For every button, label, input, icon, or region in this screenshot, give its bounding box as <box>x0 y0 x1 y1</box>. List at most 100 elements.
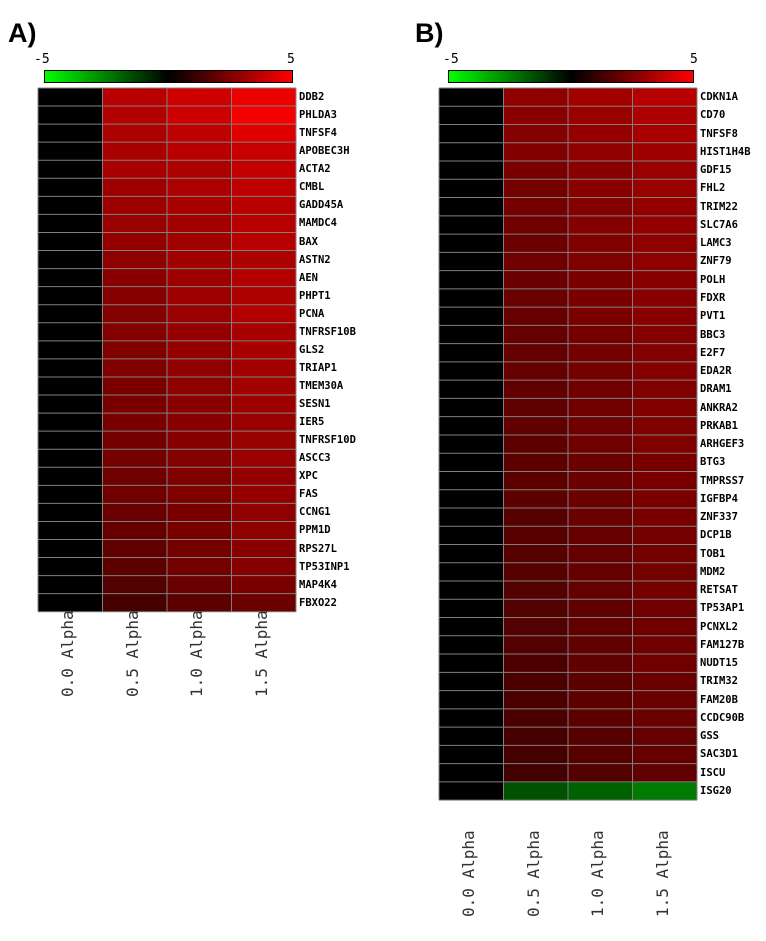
panel-b-gene-label-ankra2: ANKRA2 <box>700 401 738 414</box>
panel-b-cell-btg3-col0 <box>439 453 504 472</box>
panel-b-gene-label-hist1h4b: HIST1H4B <box>700 145 751 158</box>
panel-a-cell-bax-col2 <box>167 232 232 251</box>
panel-b-cell-gdf15-col3 <box>632 161 697 180</box>
panel-a-cell-tnfrsf10d-col1 <box>102 431 167 450</box>
panel-a-gene-label-tp53inp1: TP53INP1 <box>299 560 350 573</box>
panel-b-cell-arhgef3-col2 <box>568 434 633 454</box>
panel-a-gene-label-gls2: GLS2 <box>299 343 325 356</box>
panel-a-cell-pcna-col3 <box>231 304 296 323</box>
panel-b-cell-pvt1-col3 <box>632 307 697 326</box>
panel-a-gene-label-gadd45a: GADD45A <box>299 199 344 212</box>
panel-b-column-label-0: 0.0 Alpha <box>459 830 479 917</box>
panel-a-cell-astn2-col2 <box>167 250 232 269</box>
panel-b-cell-ankra2-col2 <box>568 398 633 417</box>
panel-a-gene-label-tnfsf4: TNFSF4 <box>299 127 337 140</box>
panel-b-gene-label-fdxr: FDXR <box>700 291 726 304</box>
panel-b-gene-label-fam127b: FAM127B <box>700 638 745 651</box>
panel-b-cell-mdm2-col2 <box>568 562 633 582</box>
panel-b-cell-prkab1-col0 <box>439 416 504 435</box>
panel-a-gene-label-tnfrsf10d: TNFRSF10D <box>299 434 356 447</box>
panel-a-cell-ascc3-col0 <box>38 449 103 468</box>
panel-a-cell-ddb2-col1 <box>102 88 167 107</box>
panel-b-cell-trim22-col2 <box>568 197 633 216</box>
panel-b-gene-label-lamc3: LAMC3 <box>700 237 732 250</box>
panel-a-cell-tnfrsf10b-col1 <box>102 322 167 341</box>
panel-b-gene-label-znf79: ZNF79 <box>700 255 732 268</box>
panel-b-cell-eda2r-col3 <box>632 361 697 381</box>
panel-a-cell-aen-col3 <box>231 268 296 287</box>
panel-b-cell-trim22-col3 <box>632 197 697 216</box>
panel-b-cell-dcp1b-col0 <box>439 526 504 545</box>
panel-b-cell-cdkn1a-col0 <box>439 88 504 107</box>
panel-b-cell-ankra2-col0 <box>439 398 504 417</box>
panel-a-cell-aen-col0 <box>38 268 103 287</box>
panel-b-gene-label-retsat: RETSAT <box>700 584 738 597</box>
panel-b-cell-cd70-col2 <box>568 106 633 125</box>
panel-a-cell-ccng1-col2 <box>167 503 232 522</box>
panel-b-cell-lamc3-col2 <box>568 234 633 253</box>
panel-b-cell-pcnxl2-col1 <box>503 617 568 636</box>
panel-b-cell-gss-col3 <box>632 727 697 746</box>
panel-b-cell-polh-col2 <box>568 270 633 289</box>
panel-a-cell-triap1-col2 <box>167 358 232 377</box>
panel-b-gene-label-polh: POLH <box>700 273 726 286</box>
panel-b-cell-slc7a6-col3 <box>632 215 697 235</box>
panel-b-gene-label-znf337: ZNF337 <box>700 511 738 524</box>
panel-b-cell-prkab1-col1 <box>503 416 568 435</box>
panel-b-cell-fdxr-col0 <box>439 288 504 308</box>
panel-b-cell-fhl2-col2 <box>568 179 633 198</box>
panel-a-cell-fbxo22-col2 <box>167 593 232 612</box>
panel-a-gene-label-ppm1d: PPM1D <box>299 524 331 537</box>
panel-b-gene-label-tnfsf8: TNFSF8 <box>700 127 738 140</box>
panel-b-cell-isg20-col3 <box>632 781 697 801</box>
panel-b-cell-iscu-col1 <box>503 763 568 782</box>
panel-a-column-label-3: 1.5 Alpha <box>251 610 271 697</box>
panel-b-cell-tp53ap1-col0 <box>439 599 504 618</box>
panel-a-cell-gls2-col2 <box>167 340 232 359</box>
panel-b-cell-cdkn1a-col2 <box>568 88 633 107</box>
panel-b-cell-mdm2-col1 <box>503 562 568 582</box>
panel-b-cell-znf337-col0 <box>439 507 504 527</box>
panel-b-gene-label-slc7a6: SLC7A6 <box>700 218 738 231</box>
panel-b-cell-isg20-col0 <box>439 781 504 801</box>
panel-a-cell-aen-col2 <box>167 268 232 287</box>
panel-b-colorbar <box>448 70 694 83</box>
panel-b-gene-label-tmprss7: TMPRSS7 <box>700 474 745 487</box>
panel-b-cell-tmprss7-col0 <box>439 471 504 490</box>
panel-b-cell-fam127b-col1 <box>503 635 568 655</box>
panel-b-cell-btg3-col2 <box>568 453 633 472</box>
panel-a-cell-phlda3-col0 <box>38 106 103 125</box>
panel-b-gene-label-dcp1b: DCP1B <box>700 529 732 542</box>
panel-a-cell-xpc-col1 <box>102 467 167 486</box>
panel-b-cell-pcnxl2-col0 <box>439 617 504 636</box>
panel-b-scale-max: 5 <box>690 52 698 67</box>
panel-a-gene-label-aen: AEN <box>299 271 318 284</box>
panel-b-cell-iscu-col2 <box>568 763 633 782</box>
panel-b-cell-fam127b-col3 <box>632 635 697 655</box>
panel-b-cell-tmprss7-col3 <box>632 471 697 490</box>
panel-a-cell-rps27l-col2 <box>167 539 232 558</box>
panel-b-cell-dcp1b-col2 <box>568 526 633 545</box>
panel-a-gene-label-rps27l: RPS27L <box>299 542 337 555</box>
panel-a-cell-ccng1-col3 <box>231 503 296 522</box>
panel-b-cell-hist1h4b-col1 <box>503 142 568 162</box>
panel-a-scale-max: 5 <box>287 52 295 67</box>
panel-b-cell-fam20b-col2 <box>568 690 633 709</box>
panel-b-column-label-2: 1.0 Alpha <box>588 830 608 917</box>
panel-a-gene-label-ccng1: CCNG1 <box>299 506 331 519</box>
panel-b-cell-cdkn1a-col1 <box>503 88 568 107</box>
panel-a-cell-tp53inp1-col0 <box>38 557 103 576</box>
panel-a-cell-tnfrsf10b-col3 <box>231 322 296 341</box>
panel-b-gene-label-iscu: ISCU <box>700 766 726 779</box>
panel-b-gene-label-cd70: CD70 <box>700 109 726 122</box>
panel-b-gene-label-gdf15: GDF15 <box>700 164 732 177</box>
panel-a-cell-apobec3h-col3 <box>231 142 296 161</box>
panel-a-cell-bax-col1 <box>102 232 167 251</box>
panel-a-cell-ppm1d-col3 <box>231 521 296 540</box>
panel-b-cell-isg20-col2 <box>568 781 633 801</box>
panel-b-cell-e2f7-col3 <box>632 343 697 362</box>
panel-b-cell-iscu-col0 <box>439 763 504 782</box>
panel-a-cell-ier5-col3 <box>231 413 296 432</box>
panel-b-cell-hist1h4b-col3 <box>632 142 697 162</box>
panel-a-column-label-2: 1.0 Alpha <box>187 610 207 697</box>
